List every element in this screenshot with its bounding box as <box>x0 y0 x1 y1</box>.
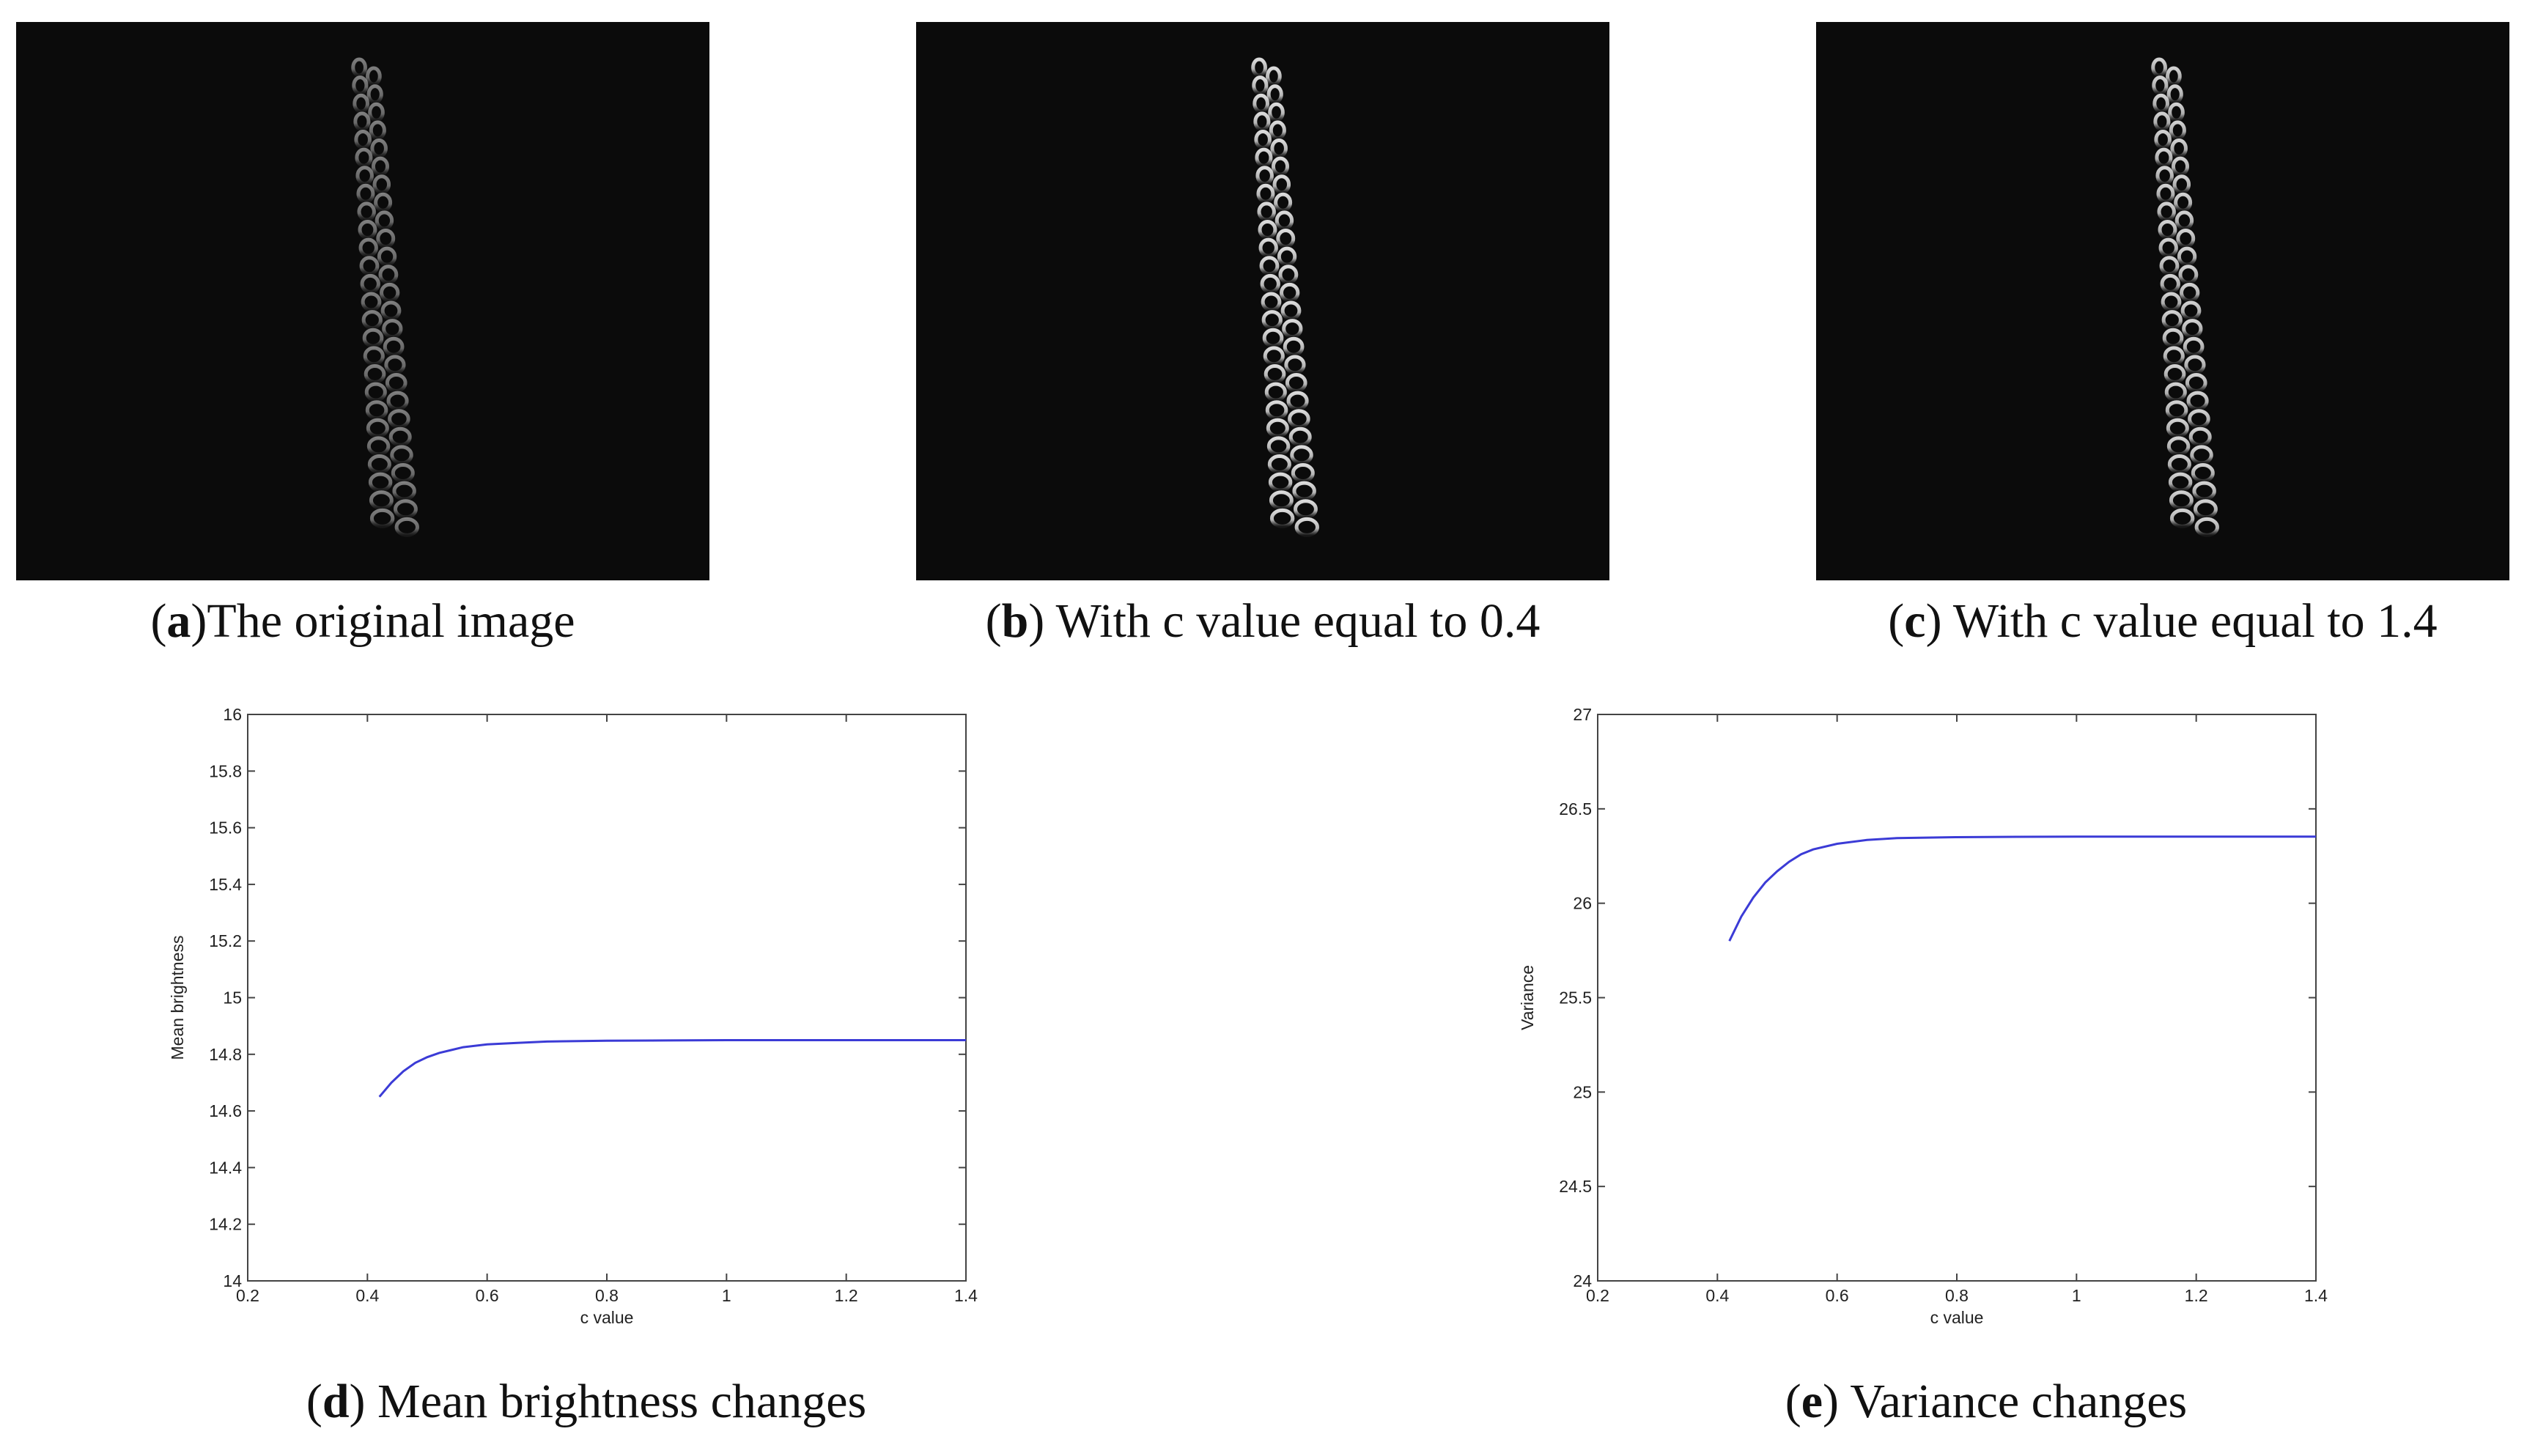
photo-c-1-4 <box>1816 22 2509 580</box>
y-tick-label: 14.6 <box>209 1101 242 1120</box>
y-axis-title: Mean brightness <box>168 935 187 1060</box>
x-tick-label: 0.8 <box>595 1286 619 1305</box>
y-tick-label: 24 <box>1573 1271 1592 1290</box>
stent-mesh <box>2151 57 2219 537</box>
photo-c-0-4 <box>916 22 1609 580</box>
y-tick-label: 27 <box>1573 705 1592 724</box>
series-line <box>378 1039 966 1098</box>
y-tick-label: 15 <box>223 988 242 1008</box>
y-tick-label: 25.5 <box>1559 988 1592 1008</box>
caption-b: (b) With c value equal to 0.4 <box>985 594 1541 648</box>
x-tick-label: 0.6 <box>476 1286 499 1305</box>
y-tick-label: 14.8 <box>209 1045 242 1064</box>
caption-c: (c) With c value equal to 1.4 <box>1888 594 2438 648</box>
plot-frame <box>1597 714 2317 1282</box>
x-tick-label: 0.2 <box>236 1286 259 1305</box>
chart-e: 0.2 0.4 0.6 0.8 1 1.2 1.4 24 24.5 25 25.5 26 26.5 27 c… <box>1518 705 2328 1327</box>
y-tick-label: 25 <box>1573 1082 1592 1101</box>
chart-d: 0.2 0.4 0.6 0.8 1 1.2 1.4 14 14.2 14.4 14.6 14.8 15 1… <box>168 705 978 1327</box>
stent-mesh <box>351 57 419 537</box>
x-tick-label: 0.6 <box>1826 1286 1849 1305</box>
stent-image <box>351 57 419 537</box>
x-tick-label: 0.4 <box>1705 1286 1729 1305</box>
x-tick-label: 1.4 <box>954 1286 978 1305</box>
x-tick-label: 1.4 <box>2304 1286 2328 1305</box>
y-axis-title: Variance <box>1518 965 1537 1030</box>
caption-e: (e) Variance changes <box>1785 1375 2188 1428</box>
y-tick-label: 15.4 <box>209 875 242 894</box>
x-tick-label: 0.2 <box>1586 1286 1609 1305</box>
x-tick-label: 1.2 <box>835 1286 858 1305</box>
y-tick-label: 14.2 <box>209 1215 242 1234</box>
x-axis-title: c value <box>1930 1308 1984 1327</box>
caption-d: (d) Mean brightness changes <box>306 1375 867 1428</box>
stent-image <box>2151 57 2219 537</box>
y-tick-label: 15.8 <box>209 761 242 780</box>
x-tick-label: 1 <box>722 1286 731 1305</box>
x-axis-title: c value <box>580 1308 634 1327</box>
y-tick-label: 15.2 <box>209 931 242 950</box>
y-tick-label: 14 <box>223 1271 242 1290</box>
stent-mesh <box>1251 57 1319 537</box>
y-tick-label: 16 <box>223 705 242 724</box>
series-line <box>1728 835 2316 942</box>
plot-frame <box>247 714 967 1282</box>
x-tick-label: 1.2 <box>2185 1286 2208 1305</box>
y-tick-label: 14.4 <box>209 1158 242 1177</box>
x-tick-label: 0.8 <box>1945 1286 1969 1305</box>
caption-a: (a)The original image <box>150 594 575 648</box>
y-tick-label: 26 <box>1573 894 1592 913</box>
stent-image <box>1251 57 1319 537</box>
x-tick-label: 0.4 <box>355 1286 379 1305</box>
y-tick-label: 15.6 <box>209 818 242 838</box>
x-tick-label: 1 <box>2072 1286 2081 1305</box>
y-tick-label: 24.5 <box>1559 1177 1592 1196</box>
y-tick-label: 26.5 <box>1559 799 1592 818</box>
photo-original <box>16 22 709 580</box>
